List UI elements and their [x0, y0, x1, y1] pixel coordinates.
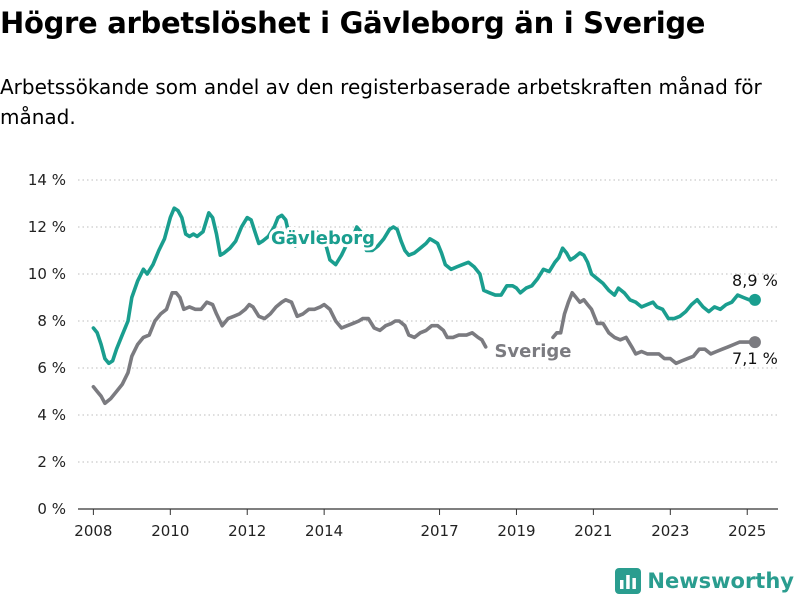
- chart-subtitle: Arbetssökande som andel av den registerb…: [0, 75, 762, 129]
- x-tick-label: 2021: [574, 522, 612, 540]
- y-tick-label: 4 %: [37, 406, 66, 424]
- newsworthy-logo: Newsworthy: [615, 568, 794, 594]
- brand-name: Newsworthy: [647, 569, 794, 593]
- series-line-sverige: [91, 291, 757, 406]
- chart-title: Högre arbetslöshet i Gävleborg än i Sver…: [0, 6, 706, 40]
- series-labels: 8,9 %7,1 %GävleborgGävleborgSverigeSveri…: [268, 225, 778, 368]
- y-tick-label: 6 %: [37, 359, 66, 377]
- y-tick-label: 14 %: [28, 171, 66, 189]
- x-axis-ticks: 2008 2010 2012 2014 2017 2019 2021 2023 2025: [74, 509, 766, 540]
- x-tick-label: 2014: [305, 522, 343, 540]
- y-tick-label: 2 %: [37, 453, 66, 471]
- series-name-label: Gävleborg: [271, 228, 375, 249]
- bar-chart-logo-icon: [615, 568, 642, 594]
- x-tick-label: 2023: [651, 522, 689, 540]
- series-name-halo: Sverige: [494, 341, 571, 362]
- series-name-label: Sverige: [494, 341, 571, 362]
- series-lines: [91, 206, 761, 406]
- y-axis-ticks: 0 % 2 % 4 % 6 % 8 % 10 % 12 % 14 %: [28, 171, 66, 518]
- x-tick-label: 2017: [420, 522, 458, 540]
- x-tick-label: 2019: [497, 522, 535, 540]
- y-tick-label: 8 %: [37, 312, 66, 330]
- x-tick-label: 2012: [228, 522, 266, 540]
- x-tick-label: 2008: [74, 522, 112, 540]
- series-name-halo: Gävleborg: [271, 228, 375, 249]
- end-value-label: 8,9 %: [732, 271, 778, 290]
- end-point-marker: [748, 293, 761, 306]
- y-tick-label: 0 %: [37, 500, 66, 518]
- x-tick-label: 2010: [151, 522, 189, 540]
- y-tick-label: 10 %: [28, 265, 66, 283]
- series-line-gävleborg: [91, 206, 757, 366]
- y-tick-label: 12 %: [28, 218, 66, 236]
- y-gridlines: [78, 179, 778, 510]
- x-tick-label: 2025: [728, 522, 766, 540]
- end-value-label: 7,1 %: [732, 349, 778, 368]
- end-point-marker: [748, 336, 761, 349]
